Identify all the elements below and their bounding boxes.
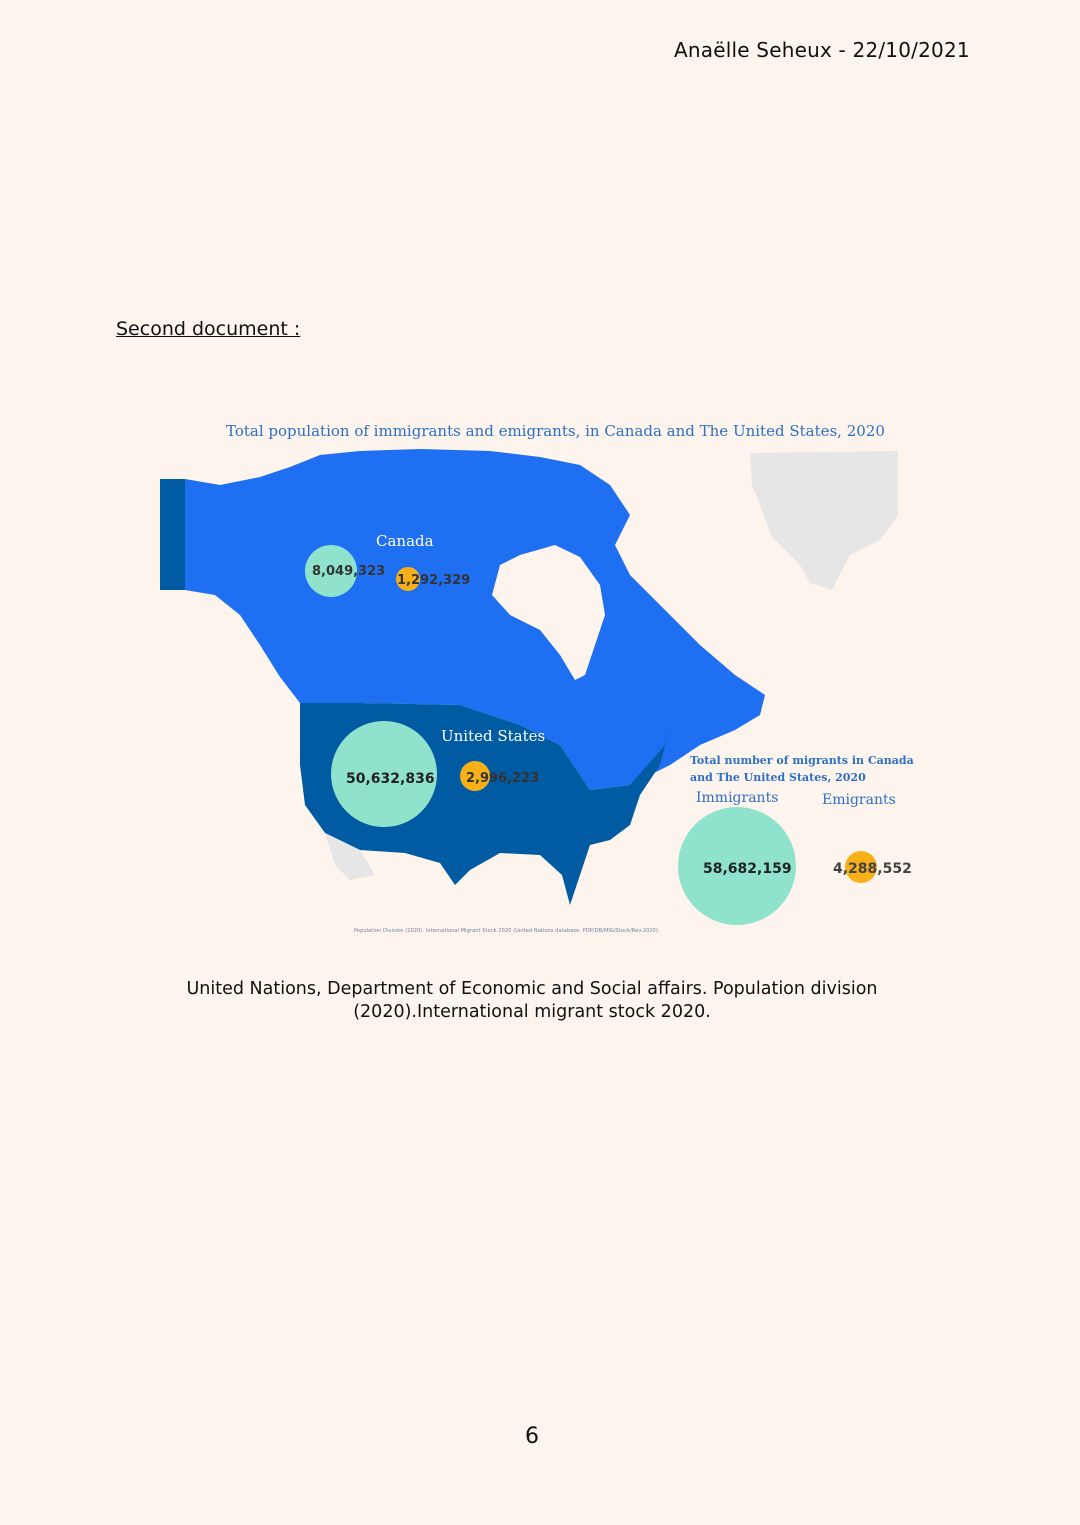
map-title: Total population of immigrants and emigr…	[226, 422, 885, 440]
legend-emigrants-total: 4,288,552	[833, 861, 912, 877]
document-caption: United Nations, Department of Economic a…	[186, 979, 878, 1022]
section-heading: Second document :	[116, 318, 301, 340]
mexico-shape	[325, 833, 375, 880]
page-number: 6	[525, 1424, 539, 1449]
author-date: Anaëlle Seheux - 22/10/2021	[674, 38, 970, 62]
legend-emigrants-bubble	[845, 851, 877, 883]
legend-title: Total number of migrants in Canada and T…	[690, 754, 914, 784]
united-states-immigrants-value: 50,632,836	[346, 771, 435, 787]
legend-bubbles: 58,682,159 4,288,552	[678, 807, 912, 925]
map-source-note: Population Division (2020). Internationa…	[354, 928, 660, 934]
united-states-label: United States	[441, 727, 545, 745]
canada-emigrants-bubble	[396, 567, 420, 591]
canada-immigrants-value: 8,049,323	[312, 564, 385, 579]
canada-shape	[160, 449, 765, 790]
greenland-shape	[750, 451, 898, 590]
canada-label: Canada	[376, 532, 434, 550]
legend-immigrants-label: Immigrants	[696, 790, 779, 806]
canada-immigrants-bubble	[305, 545, 357, 597]
legend-immigrants-total: 58,682,159	[703, 861, 792, 877]
united-states-emigrants-bubble	[460, 761, 490, 791]
alaska-strip-shape	[160, 479, 185, 590]
north-america-map: Canada United States 8,049,323 1,292,329…	[160, 449, 898, 905]
canada-emigrants-value: 1,292,329	[397, 573, 470, 588]
legend-immigrants-bubble	[678, 807, 796, 925]
united-states-emigrants-value: 2,996,223	[466, 771, 539, 786]
hudson-bay-shape	[492, 545, 605, 680]
united-states-immigrants-bubble	[331, 721, 437, 827]
legend-emigrants-label: Emigrants	[822, 792, 896, 808]
